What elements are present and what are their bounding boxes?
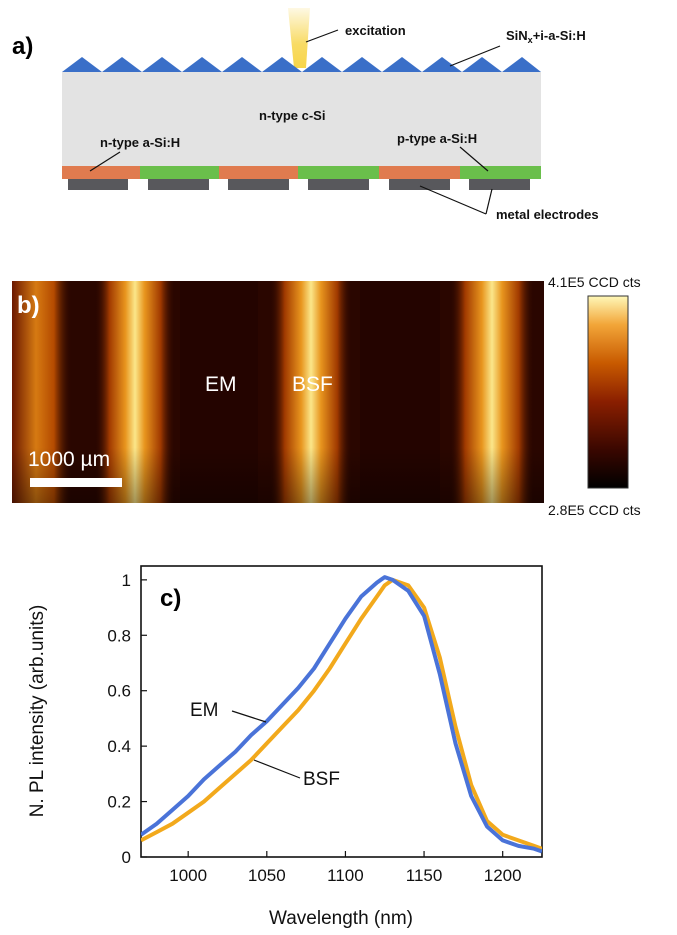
metal-electrodes (68, 179, 530, 190)
electrodes-label: metal electrodes (496, 207, 599, 222)
em-map-label: EM (205, 373, 237, 396)
texture-pyramids (62, 57, 541, 72)
y-tick-label: 0.6 (107, 682, 131, 701)
x-tick-label: 1000 (169, 866, 207, 885)
y-axis: 0 0.2 0.4 0.6 0.8 1 (107, 571, 147, 867)
y-tick-label: 1 (122, 571, 131, 590)
pl-map-shading (12, 281, 544, 503)
bsf-map-label: BSF (292, 373, 333, 396)
colorbar (587, 295, 629, 489)
series-layer (141, 575, 542, 854)
bsf-leader-line (253, 759, 301, 779)
series-line-bsf (141, 577, 542, 851)
em-leader-line (231, 710, 267, 723)
y-tick-label: 0 (122, 848, 131, 867)
plot-frame (140, 565, 543, 858)
series-line-em (141, 575, 542, 854)
bsf-curve-label: BSF (303, 769, 340, 790)
bsf-layer-label: p-type a-Si:H (397, 131, 477, 146)
panel-b-pl-map: b) EM BSF 1000 µm 4.1E5 CCD cts 2.8E5 CC… (12, 274, 641, 518)
panel-b-label: b) (17, 292, 40, 319)
panel-a-label: a) (12, 33, 33, 60)
y-axis-title: N. PL intensity (arb.units) (27, 605, 48, 818)
n-layer (219, 166, 298, 179)
x-axis: 1000 1050 1100 1150 1200 (169, 851, 522, 885)
x-tick-label: 1100 (327, 866, 364, 885)
p-layer (298, 166, 379, 179)
y-tick-label: 0.4 (107, 737, 131, 756)
doped-layers (62, 166, 541, 179)
bulk-label: n-type c-Si (259, 108, 325, 123)
x-axis-title: Wavelength (nm) (269, 908, 413, 929)
scale-bar (30, 478, 122, 487)
scale-bar-label: 1000 µm (28, 448, 110, 471)
emitter-label: n-type a-Si:H (100, 135, 180, 150)
excitation-beam (288, 8, 310, 68)
p-layer (140, 166, 219, 179)
colorbar-max-label: 4.1E5 CCD cts (548, 274, 641, 290)
x-tick-label: 1200 (484, 866, 522, 885)
x-tick-label: 1150 (406, 866, 443, 885)
em-curve-label: EM (190, 700, 219, 721)
n-layer (62, 166, 140, 179)
passivation-label: SiNx+i-a-Si:H (506, 28, 586, 45)
y-tick-label: 0.8 (107, 626, 131, 645)
panel-c-spectra: 1000 1050 1100 1150 1200 0 0.2 0.4 0.6 0.8 1 c) E… (27, 565, 543, 929)
x-tick-label: 1050 (248, 866, 286, 885)
y-tick-label: 0.2 (107, 793, 131, 812)
leader-lines (89, 29, 501, 215)
excitation-label: excitation (345, 23, 406, 38)
colorbar-min-label: 2.8E5 CCD cts (548, 502, 641, 518)
bulk-wafer (62, 72, 541, 168)
panel-a-schematic: a) (12, 8, 599, 222)
n-layer (379, 166, 460, 179)
panel-c-label: c) (160, 585, 181, 612)
p-layer (460, 166, 541, 179)
